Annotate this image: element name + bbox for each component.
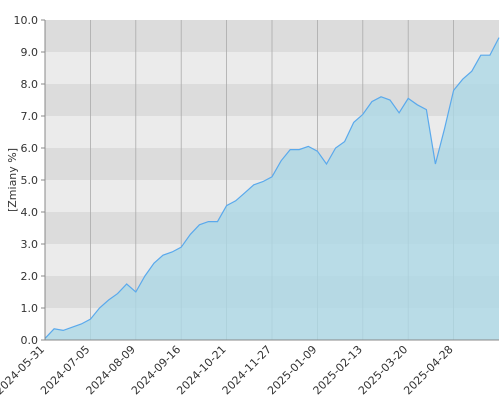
y-tick-label: 1.0 (21, 302, 39, 315)
y-tick-label: 2.0 (21, 270, 39, 283)
y-tick-label: 3.0 (21, 238, 39, 251)
y-tick-label: 6.0 (21, 142, 39, 155)
y-tick-label: 5.0 (21, 174, 39, 187)
y-axis-label: [Zmiany %] (6, 148, 19, 212)
y-tick-label: 4.0 (21, 206, 39, 219)
area (45, 37, 499, 340)
line (44, 37, 500, 339)
y-tick-label: 10.0 (14, 14, 39, 27)
y-tick-label: 7.0 (21, 110, 39, 123)
y-tick-label: 9.0 (21, 46, 39, 59)
x-tick-label: 2025-04-28 (401, 343, 455, 397)
y-tick-label: 0.0 (21, 334, 39, 347)
y-tick-label: 8.0 (21, 78, 39, 91)
